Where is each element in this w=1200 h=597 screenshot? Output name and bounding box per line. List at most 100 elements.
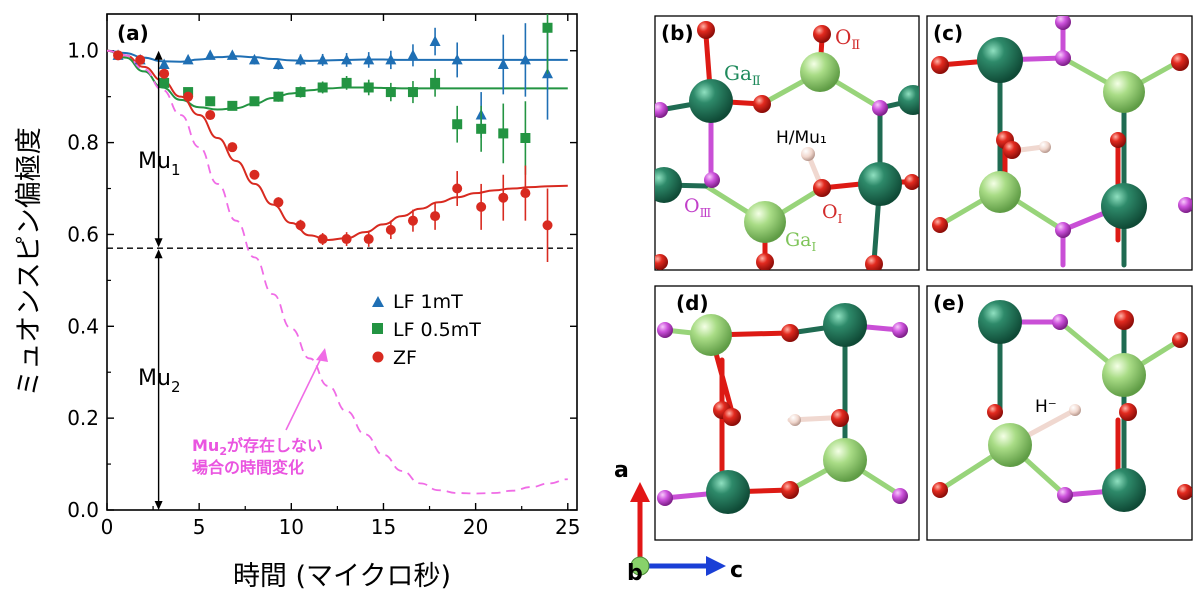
panel-label-b: (b): [661, 21, 694, 45]
annotation-line1: Mu2が存在しない: [192, 436, 323, 458]
data-point-zf: [476, 201, 487, 212]
data-point-zf: [498, 192, 509, 203]
x-tick-label: 5: [193, 515, 206, 539]
data-point-lf1mt: [429, 35, 441, 47]
data-point-lf1mt: [497, 58, 509, 70]
legend-entry-lf05: LF 0.5mT: [393, 319, 481, 341]
panel-label-d: (d): [676, 291, 709, 315]
data-point-zf: [183, 91, 194, 102]
atom-label-ga1: GaI: [785, 229, 817, 254]
legend-entry-zf: ZF: [393, 347, 417, 369]
data-point-zf: [341, 234, 352, 245]
axis-label-a: a: [614, 458, 629, 483]
fit-curves: [107, 49, 568, 495]
data-point-zf: [135, 54, 146, 65]
mu1-arrow-head-bottom: [154, 238, 163, 248]
panel-label-e: (e): [933, 291, 965, 315]
data-point-lf1mt: [519, 53, 531, 65]
data-point-lf05mt: [452, 119, 463, 130]
structure-panel-c: (c): [931, 16, 1192, 268]
mu1-arrow-head-top: [154, 50, 163, 60]
data-point-lf1mt: [248, 53, 260, 65]
x-axis-ticks: 0 5 10 15 20 25: [101, 14, 581, 539]
mu2-label: Mu2: [138, 366, 180, 396]
panel-label-a: (a): [117, 21, 149, 45]
data-point-lf05mt: [385, 87, 396, 98]
y-tick-label: 0.2: [67, 406, 99, 430]
data-point-lf05mt: [363, 82, 374, 93]
legend-marker-zf: [372, 351, 384, 363]
data-point-lf1mt: [407, 49, 419, 60]
atom-label-hmu1: H/Mu₁: [776, 128, 827, 148]
data-point-lf05mt: [227, 100, 238, 111]
y-tick-label: 0.8: [67, 131, 99, 155]
data-point-lf05mt: [249, 96, 260, 107]
legend-entry-lf1: LF 1mT: [393, 291, 463, 313]
legend-marker-lf05: [372, 323, 383, 334]
y-tick-label: 1.0: [67, 39, 99, 63]
x-tick-label: 15: [371, 515, 396, 539]
data-point-zf: [205, 110, 216, 121]
structure-panel-e: (e) H⁻: [932, 291, 1192, 512]
data-point-lf05mt: [205, 96, 216, 107]
atom-label-o3: OⅢ: [684, 195, 711, 220]
data-point-zf: [295, 220, 306, 231]
data-point-lf05mt: [542, 22, 553, 33]
hydride-label: H⁻: [1035, 397, 1057, 417]
legend: LF 1mT LF 0.5mT ZF: [372, 291, 481, 369]
data-point-lf05mt: [341, 77, 352, 88]
data-point-lf1mt: [272, 58, 284, 70]
panel-label-c: (c): [933, 21, 963, 45]
axis-label-b: b: [627, 561, 643, 586]
crystal-axes: a b c: [614, 458, 743, 586]
data-point-lf05mt: [498, 128, 509, 139]
data-point-lf1mt: [451, 53, 463, 65]
mu-arrows: [154, 50, 163, 510]
y-tick-label: 0.0: [67, 498, 99, 522]
data-point-lf05mt: [476, 123, 487, 134]
data-point-lf1mt: [182, 53, 194, 65]
y-axis-ticks: 0.0 0.2 0.4 0.6 0.8 1.0: [67, 39, 577, 522]
x-tick-label: 25: [555, 515, 580, 539]
data-point-zf: [227, 142, 238, 153]
mu1-label: Mu1: [138, 149, 180, 179]
fit-curve: [107, 49, 568, 241]
data-point-zf: [317, 234, 328, 245]
data-point-lf05mt: [273, 91, 284, 102]
annotation-line2: 場合の時間変化: [192, 458, 304, 477]
data-point-zf: [159, 68, 170, 79]
data-point-lf05mt: [317, 82, 328, 93]
annotation-arrow-line: [285, 349, 326, 431]
data-point-lf1mt: [385, 53, 397, 65]
mu2-arrow-head-top: [154, 249, 163, 259]
data-point-lf05mt: [295, 87, 306, 98]
data-point-lf05mt: [159, 77, 170, 88]
data-point-zf: [520, 188, 531, 199]
y-tick-label: 0.6: [67, 222, 99, 246]
structure-panel-d: (d): [657, 291, 908, 514]
data-point-zf: [273, 197, 284, 208]
fit-curve: [107, 49, 568, 63]
data-point-lf05mt: [430, 77, 441, 88]
data-points: [112, 14, 554, 262]
axis-label-c: c: [730, 558, 743, 583]
atom-label-o1: OI: [822, 201, 843, 226]
data-point-zf: [113, 50, 124, 61]
data-point-zf: [385, 224, 396, 235]
data-point-zf: [249, 169, 260, 180]
data-point-zf: [542, 220, 553, 231]
annotation-arrow-head: [316, 348, 328, 362]
data-point-lf1mt: [226, 49, 238, 60]
plot-frame: [106, 13, 578, 511]
atom-label-ga2: GaⅡ: [724, 61, 761, 89]
atom-label-o2: OⅡ: [835, 25, 860, 53]
data-point-zf: [452, 183, 463, 194]
polarization-chart: 0 5 10 15 20 25 0.0 0.2 0.4 0.6 0.8 1.0 (a) 時間 (マイ…: [14, 13, 581, 592]
data-point-zf: [407, 215, 418, 226]
data-point-lf1mt: [204, 49, 216, 60]
data-point-lf1mt: [158, 58, 170, 70]
y-axis-label: ミュオンスピン偏極度: [14, 127, 45, 396]
x-tick-label: 20: [463, 515, 488, 539]
x-axis-label: 時間 (マイクロ秒): [233, 561, 451, 592]
data-point-lf05mt: [407, 87, 418, 98]
